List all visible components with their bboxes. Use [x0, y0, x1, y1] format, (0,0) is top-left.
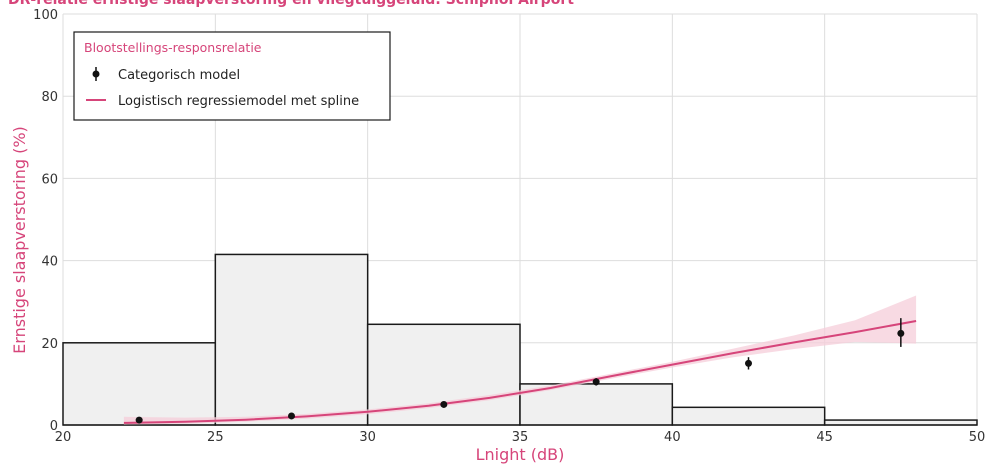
legend: Blootstellings-responsrelatie Categorisc… [73, 31, 391, 121]
y-tick-label: 0 [50, 419, 58, 434]
y-axis-title: Ernstige slaapverstoring (%) [10, 126, 29, 354]
histogram-bar [823, 419, 978, 426]
legend-box [73, 31, 391, 121]
histogram-bar [62, 342, 217, 426]
x-tick-label: 20 [55, 430, 72, 445]
spline-series-line [123, 320, 917, 424]
category-point [288, 412, 295, 420]
x-tick-label: 25 [207, 430, 224, 445]
legend-label-spline: Logistisch regressiemodel met spline [118, 94, 359, 109]
chart-title: DR-relatie ernstige slaapverstoring en v… [8, 0, 574, 8]
legend-label-categorical: Categorisch model [118, 68, 240, 83]
category-point [897, 329, 905, 337]
x-axis-title: Lnight (dB) [476, 445, 565, 464]
x-tick-label: 35 [512, 430, 529, 445]
histogram-bars [62, 253, 978, 426]
y-tick-label: 20 [41, 337, 58, 352]
x-tick-label: 40 [664, 430, 681, 445]
category-points [135, 318, 905, 424]
legend-title: Blootstellings-responsrelatie [84, 40, 262, 55]
histogram-bar [671, 406, 826, 426]
category-point [135, 416, 143, 424]
category-point [745, 359, 752, 367]
histogram-bar [214, 253, 369, 426]
x-tick-label: 50 [969, 430, 986, 445]
x-tick-label: 45 [816, 430, 833, 445]
y-tick-label: 40 [41, 255, 58, 270]
y-tick-label: 60 [41, 172, 58, 187]
y-tick-label: 100 [33, 8, 58, 23]
category-point [440, 400, 448, 408]
legend-point-marker-icon [92, 70, 100, 78]
category-point [592, 378, 600, 386]
spline-line [123, 320, 917, 424]
y-tick-label: 80 [41, 90, 58, 105]
x-tick-label: 30 [359, 430, 376, 445]
